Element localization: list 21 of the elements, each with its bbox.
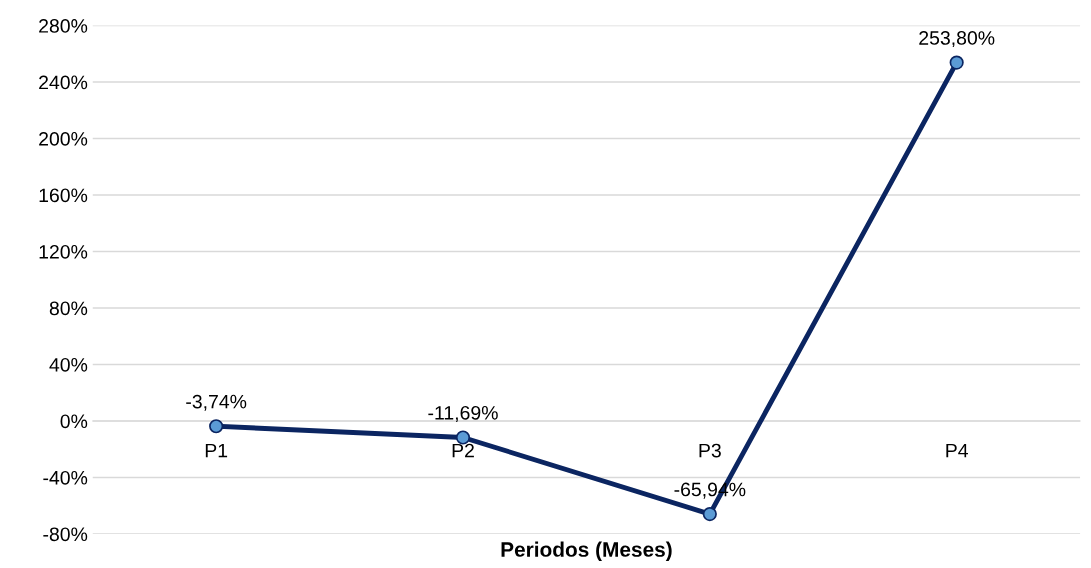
y-tick-label: 200% [39, 132, 88, 146]
x-axis-title: Periodos (Meses) [501, 541, 672, 561]
x-tick-label: P2 [452, 443, 474, 458]
data-label: -3,74% [186, 394, 247, 411]
y-tick-label: 240% [39, 75, 88, 90]
y-tick-label: 280% [39, 19, 88, 33]
y-tick-label: 0% [60, 414, 88, 429]
y-tick-label: 160% [39, 188, 88, 203]
y-tick-label: -80% [43, 527, 88, 542]
x-tick-label: P3 [699, 443, 721, 458]
y-tick-label: 120% [39, 244, 88, 259]
y-tick-label: -40% [43, 470, 88, 485]
y-tick-label: 80% [49, 301, 88, 316]
point [209, 419, 224, 434]
x-tick-label: P1 [205, 443, 228, 458]
data-label: 253,80% [919, 31, 995, 48]
point [702, 506, 717, 522]
data-label: -11,69% [428, 405, 498, 423]
x-tick-label: P4 [946, 443, 968, 458]
y-tick-label: 40% [49, 357, 88, 372]
point [949, 55, 964, 70]
